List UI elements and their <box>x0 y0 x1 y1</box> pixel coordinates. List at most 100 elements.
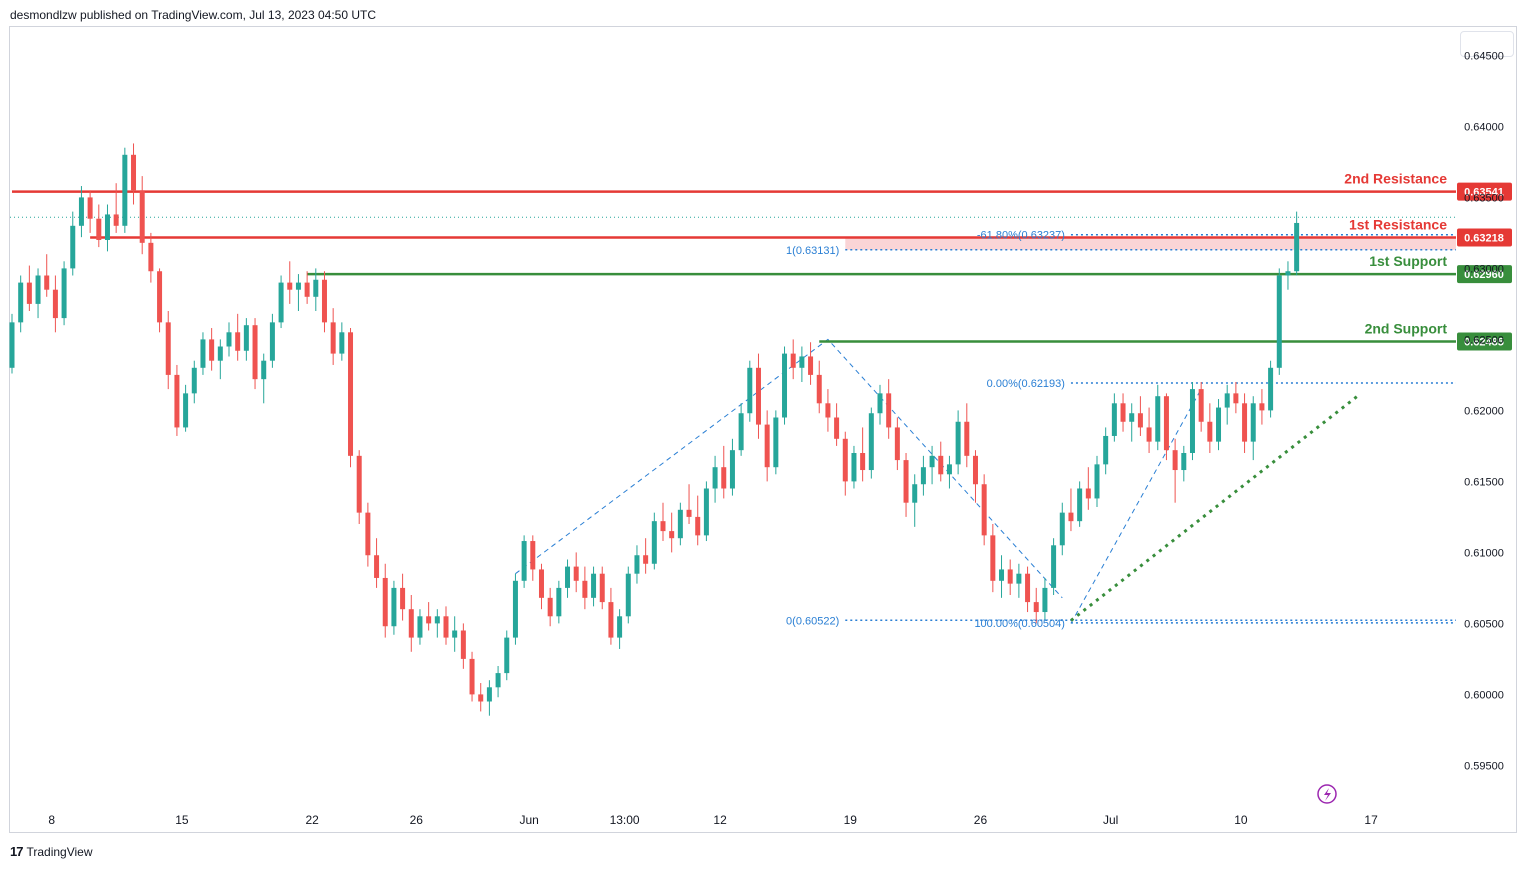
y-tick-label: 0.63000 <box>1464 263 1504 275</box>
y-tick-label: 0.64500 <box>1464 50 1504 62</box>
candle-body <box>165 322 171 375</box>
candle-body <box>1129 413 1135 422</box>
candle-body <box>1285 271 1291 276</box>
footer-brand[interactable]: TradingView <box>26 844 93 859</box>
candle-body <box>330 322 336 354</box>
candle-body <box>816 374 822 404</box>
x-tick-label: 15 <box>175 813 189 827</box>
candle-body <box>712 467 718 489</box>
x-tick-label: 26 <box>410 813 424 827</box>
candle-body <box>1276 275 1282 368</box>
candle-body <box>1068 512 1074 522</box>
candle-body <box>573 566 579 581</box>
candle-body <box>139 190 145 243</box>
candle-body <box>1025 573 1031 603</box>
candle-body <box>547 597 553 617</box>
x-tick-label: 22 <box>305 813 319 827</box>
candle-body <box>400 587 406 610</box>
price-tag-value: 0.63218 <box>1464 232 1504 244</box>
resistance-zone <box>845 237 1456 250</box>
candle-body <box>1224 393 1230 408</box>
price-tag-value: 0.62960 <box>1464 269 1504 281</box>
y-axis: 0.63541 0.63218 0.62960 0.62485 0.64500 0.640… <box>1457 50 1512 772</box>
candle-body <box>825 403 831 418</box>
candle-body <box>686 509 692 517</box>
candle-body <box>912 484 918 503</box>
candle-body <box>313 279 319 297</box>
candle-body <box>1077 488 1083 522</box>
y-tick-label: 0.62000 <box>1464 405 1504 417</box>
candle-body <box>200 339 206 368</box>
candle-body <box>886 393 892 428</box>
candle-body <box>61 268 67 319</box>
candle-body <box>625 573 631 617</box>
fib-labels: -61.80%(0.63237) 1(0.63131) 0.00%(0.62193)… <box>786 230 1065 630</box>
candle-body <box>660 521 666 532</box>
candle-body <box>634 555 640 574</box>
tradingview-logo-icon[interactable]: 17 <box>10 844 24 859</box>
event-marker-icon[interactable] <box>1317 784 1337 804</box>
candle-body <box>1146 427 1152 442</box>
candle-body <box>486 687 492 702</box>
x-tick-label: 13:00 <box>610 813 640 827</box>
candle-body <box>304 282 310 297</box>
candle-body <box>860 453 866 471</box>
y-tick-label: 0.61500 <box>1464 476 1504 488</box>
candle-body <box>426 616 432 624</box>
candle-body <box>18 282 24 323</box>
candle-body <box>721 467 727 489</box>
candle-body <box>1051 545 1057 588</box>
candle-body <box>651 521 657 564</box>
candle-body <box>1094 464 1100 499</box>
candle-body <box>78 197 84 226</box>
candle-body <box>1111 403 1117 436</box>
candle-body <box>295 282 301 290</box>
candle-body <box>70 225 76 269</box>
candle-body <box>122 154 128 226</box>
candle-body <box>808 356 814 375</box>
candle-body <box>9 322 15 368</box>
candle-body <box>599 573 605 603</box>
footer: 17 TradingView <box>10 844 93 859</box>
candle-body <box>747 367 753 414</box>
level-name: 2nd Support <box>1365 321 1448 337</box>
x-tick-label: 19 <box>844 813 858 827</box>
level-lines <box>10 190 1456 343</box>
candle-body <box>1163 396 1169 451</box>
candle-body <box>643 555 649 564</box>
candle-body <box>52 289 58 319</box>
price-tag <box>1457 228 1512 247</box>
candle-body <box>530 541 536 570</box>
candle-body <box>677 509 683 539</box>
candle-body <box>408 609 414 638</box>
candle-body <box>1242 403 1248 442</box>
candle-body <box>877 393 883 414</box>
fib-label: 1(0.63131) <box>786 245 839 257</box>
candle-body <box>157 271 163 323</box>
candle-body <box>851 453 857 482</box>
candle-body <box>538 569 544 598</box>
candle-body <box>183 393 189 428</box>
candle-body <box>1198 389 1204 422</box>
fib-retracement-path <box>515 338 1063 599</box>
level-name: 1st Support <box>1369 253 1447 269</box>
candle-body <box>1120 403 1126 422</box>
resistance-zone-rect <box>845 237 1456 250</box>
y-tick-label: 0.61000 <box>1464 547 1504 559</box>
candle-body <box>1172 450 1178 471</box>
fib-label: -61.80%(0.63237) <box>977 230 1065 242</box>
fib-label: 0(0.60522) <box>786 615 839 627</box>
candle-body <box>981 484 987 536</box>
candle-body <box>1181 453 1187 471</box>
candle-body <box>44 275 50 290</box>
chart-frame <box>9 26 1517 833</box>
candles <box>9 143 1300 716</box>
publish-info: desmondlzw published on TradingView.com,… <box>10 8 376 22</box>
candle-body <box>1250 403 1256 442</box>
fib-retracement-path <box>1070 388 1202 624</box>
candle-body <box>96 218 102 240</box>
chart-toolbar-box[interactable] <box>1460 31 1514 57</box>
y-tick-label: 0.60000 <box>1464 689 1504 701</box>
candle-body <box>235 332 241 351</box>
